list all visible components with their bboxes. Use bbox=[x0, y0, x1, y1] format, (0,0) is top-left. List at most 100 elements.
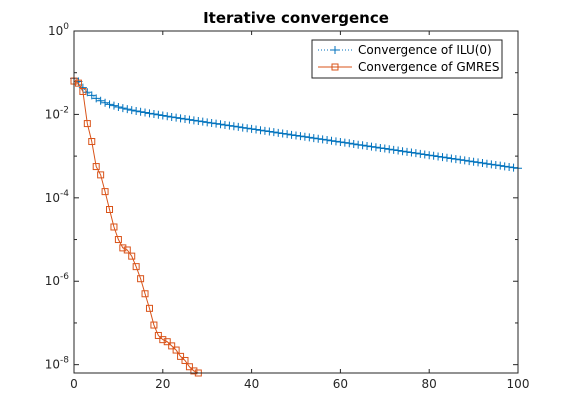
data-point-plus bbox=[305, 133, 314, 142]
data-point-plus bbox=[376, 143, 385, 152]
x-tick-label: 100 bbox=[507, 377, 530, 391]
x-tick-label: 20 bbox=[155, 377, 170, 391]
data-point-plus bbox=[220, 120, 229, 129]
data-point-square bbox=[159, 336, 167, 344]
legend-label: Convergence of ILU(0) bbox=[358, 43, 492, 57]
data-point-plus bbox=[203, 118, 212, 127]
legend: Convergence of ILU(0) Convergence of GMRE… bbox=[311, 39, 503, 79]
data-point-square bbox=[101, 188, 109, 196]
data-point-square bbox=[92, 163, 100, 171]
data-point-plus bbox=[460, 156, 469, 165]
data-point-square bbox=[190, 367, 198, 375]
data-point-plus bbox=[283, 130, 292, 139]
data-point-plus bbox=[243, 124, 252, 133]
y-tick-exponent: -4 bbox=[60, 189, 69, 199]
y-tick-exponent: -2 bbox=[60, 105, 69, 115]
y-tick-base: 10 bbox=[45, 107, 60, 121]
data-point-square bbox=[132, 263, 140, 271]
y-tick-base: 10 bbox=[45, 274, 60, 288]
data-point-plus bbox=[336, 138, 345, 147]
data-point-plus bbox=[314, 134, 323, 143]
y-tick-exponent: 0 bbox=[63, 22, 69, 32]
x-tick-label: 0 bbox=[70, 377, 78, 391]
y-tick-exponent: -8 bbox=[60, 356, 69, 366]
data-point-plus bbox=[105, 100, 114, 109]
data-point-plus bbox=[118, 104, 127, 113]
data-point-plus bbox=[345, 139, 354, 148]
data-point-plus bbox=[149, 110, 158, 119]
data-point-plus bbox=[420, 150, 429, 159]
data-point-plus bbox=[185, 115, 194, 124]
x-tick-label: 40 bbox=[244, 377, 259, 391]
data-point-plus bbox=[438, 153, 447, 162]
data-point-plus bbox=[296, 132, 305, 141]
data-point-plus bbox=[176, 114, 185, 123]
data-point-plus bbox=[318, 135, 327, 144]
data-point-plus bbox=[83, 88, 92, 97]
data-point-plus bbox=[274, 128, 283, 137]
data-point-plus bbox=[229, 122, 238, 131]
data-point-square bbox=[145, 304, 153, 312]
data-point-square bbox=[74, 79, 82, 87]
data-point-plus bbox=[136, 107, 145, 116]
data-point-square bbox=[110, 223, 118, 231]
data-point-plus bbox=[167, 112, 176, 121]
data-point-plus bbox=[92, 94, 101, 103]
data-point-square bbox=[172, 346, 180, 354]
data-point-square bbox=[128, 252, 136, 260]
data-point-plus bbox=[394, 146, 403, 155]
data-point-plus bbox=[132, 106, 141, 115]
y-tick-label: 10-2 bbox=[45, 105, 69, 121]
data-point-square bbox=[177, 352, 185, 360]
data-point-plus bbox=[181, 115, 189, 124]
data-point-plus bbox=[465, 157, 474, 166]
data-point-plus bbox=[309, 134, 318, 143]
legend-label: Convergence of GMRES bbox=[358, 60, 500, 74]
series-1 bbox=[70, 77, 202, 377]
axes-box bbox=[73, 30, 519, 374]
data-point-plus bbox=[434, 152, 443, 161]
plot-area bbox=[74, 31, 518, 373]
data-point-plus bbox=[109, 101, 118, 110]
legend-marker-square bbox=[331, 63, 339, 71]
data-point-plus bbox=[509, 163, 518, 172]
data-point-plus bbox=[78, 83, 87, 92]
data-point-square bbox=[154, 331, 162, 339]
data-point-plus bbox=[238, 123, 247, 132]
data-point-plus bbox=[331, 137, 340, 146]
data-point-plus bbox=[234, 122, 243, 131]
data-point-plus bbox=[398, 147, 407, 156]
y-tick-label: 10-8 bbox=[45, 356, 70, 372]
x-tick-label: 80 bbox=[422, 377, 437, 391]
data-point-square bbox=[114, 236, 122, 244]
data-point-square bbox=[163, 338, 171, 346]
data-point-plus bbox=[252, 125, 261, 134]
data-point-plus bbox=[292, 131, 300, 140]
data-point-plus bbox=[371, 143, 380, 152]
data-point-plus bbox=[216, 120, 225, 129]
data-point-plus bbox=[96, 96, 105, 105]
data-point-plus bbox=[101, 98, 110, 107]
data-point-plus bbox=[474, 158, 483, 167]
x-tick-label: 60 bbox=[333, 377, 348, 391]
y-tick-base: 10 bbox=[45, 191, 60, 205]
data-point-plus bbox=[141, 108, 150, 117]
data-point-plus bbox=[323, 136, 332, 145]
series-layer bbox=[70, 74, 522, 377]
data-point-plus bbox=[212, 119, 221, 128]
data-point-plus bbox=[429, 151, 438, 160]
data-point-plus bbox=[385, 145, 394, 154]
data-point-plus bbox=[496, 161, 505, 170]
data-point-plus bbox=[491, 161, 500, 170]
chart-title: Iterative convergence bbox=[203, 9, 389, 27]
data-point-square bbox=[150, 321, 158, 329]
data-point-plus bbox=[456, 155, 465, 164]
data-point-plus bbox=[416, 149, 425, 158]
data-point-plus bbox=[363, 141, 372, 150]
data-point-plus bbox=[354, 140, 363, 149]
data-point-plus bbox=[194, 117, 203, 126]
data-point-square bbox=[181, 356, 189, 364]
series-line bbox=[73, 80, 199, 374]
data-point-square bbox=[97, 171, 105, 179]
